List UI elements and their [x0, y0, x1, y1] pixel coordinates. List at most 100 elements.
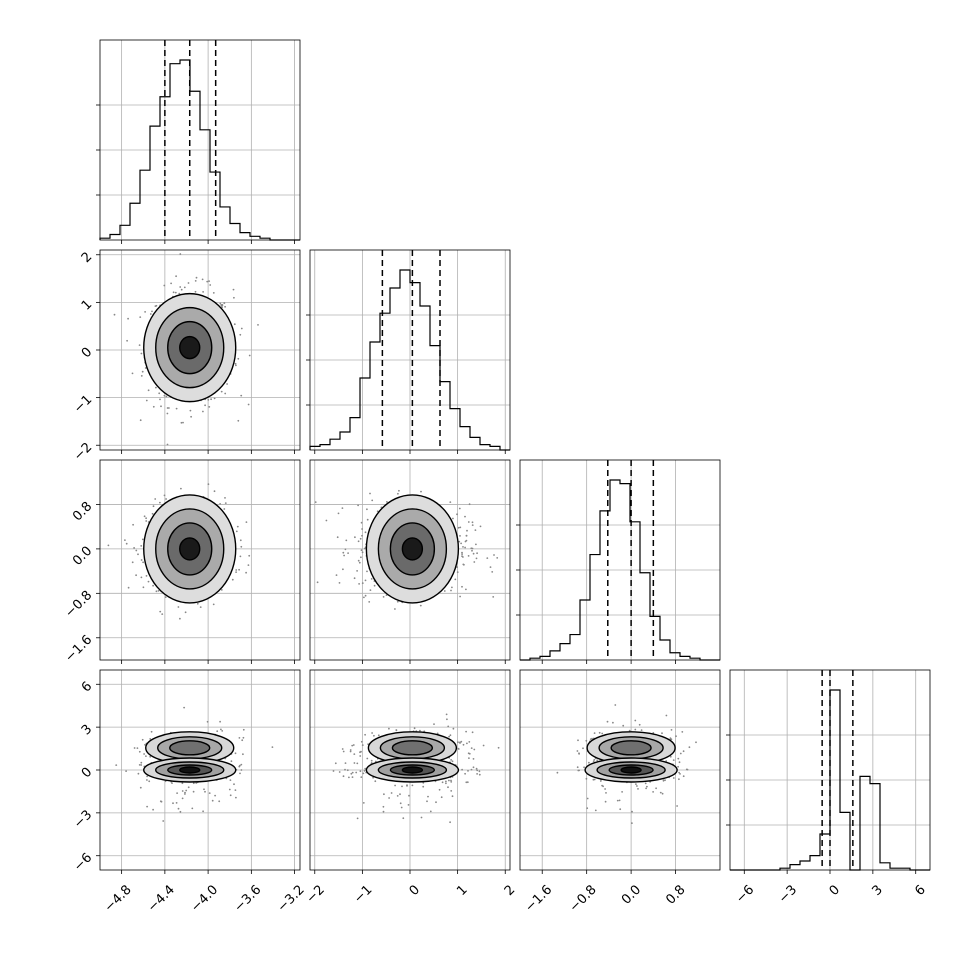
scatter-point [619, 808, 622, 811]
scatter-point [464, 540, 467, 543]
scatter-point [351, 776, 354, 778]
x-tick-label: −3.2 [275, 882, 308, 915]
scatter-point [247, 403, 250, 406]
x-axis-labels-3: −6 −3 0 3 6 [733, 882, 929, 906]
scatter-point [162, 820, 165, 822]
scatter-point [248, 354, 251, 357]
scatter-point [373, 734, 375, 737]
scatter-point [422, 785, 425, 788]
scatter-point [164, 596, 167, 598]
scatter-point [347, 552, 349, 554]
scatter-point [350, 772, 353, 775]
scatter-point [577, 769, 580, 772]
scatter-point [493, 554, 495, 556]
scatter-point [441, 781, 444, 784]
scatter-point [459, 535, 461, 537]
scatter-point [212, 603, 215, 606]
scatter-point [149, 313, 152, 315]
scatter-point [462, 743, 465, 746]
scatter-point [219, 720, 222, 723]
scatter-point [238, 764, 241, 767]
scatter-point [165, 498, 168, 500]
scatter-point [377, 734, 380, 737]
scatter-point [178, 292, 181, 295]
scatter-point [369, 492, 371, 495]
scatter-point [220, 589, 223, 591]
scatter-point [184, 793, 186, 795]
scatter-point [234, 752, 237, 755]
scatter-point [211, 799, 214, 802]
scatter-point [458, 507, 461, 510]
scatter-point [592, 760, 595, 763]
scatter-point [390, 792, 393, 794]
scatter-point [457, 526, 460, 529]
scatter-point [160, 405, 162, 408]
scatter-point [184, 611, 187, 614]
panel-3-2 [519, 669, 721, 874]
scatter-point [670, 729, 673, 731]
scatter-point [475, 557, 478, 560]
scatter-point [394, 784, 396, 787]
scatter-point [672, 759, 675, 761]
scatter-point [139, 786, 142, 789]
scatter-point [208, 280, 211, 282]
scatter-point [364, 531, 367, 534]
scatter-point [342, 775, 345, 778]
scatter-point [348, 776, 350, 779]
scatter-point [476, 773, 478, 775]
scatter-point [159, 398, 161, 401]
scatter-point [616, 799, 619, 802]
scatter-point [177, 606, 180, 608]
scatter-point [107, 544, 110, 547]
scatter-point [138, 750, 141, 753]
scatter-point [353, 577, 356, 580]
scatter-point [449, 734, 452, 737]
scatter-point [475, 767, 478, 770]
scatter-point [353, 753, 356, 755]
scatter-point [605, 792, 607, 794]
scatter-point [681, 731, 684, 733]
panel-3-1 [309, 669, 511, 874]
scatter-point [677, 757, 680, 760]
scatter-point [460, 542, 462, 545]
scatter-point [239, 333, 242, 336]
scatter-point [471, 524, 474, 526]
scatter-point [448, 779, 450, 782]
scatter-point [199, 606, 202, 608]
scatter-point [157, 590, 160, 592]
scatter-point [601, 732, 604, 735]
scatter-point [175, 275, 178, 278]
axes-frame [309, 669, 511, 871]
scatter-point [187, 282, 190, 284]
scatter-point [138, 344, 141, 346]
scatter-point [395, 729, 398, 731]
scatter-point [213, 490, 216, 493]
scatter-point [125, 770, 127, 772]
scatter-point [669, 755, 672, 758]
scatter-point [604, 800, 607, 803]
scatter-point [556, 771, 559, 774]
scatter-point [482, 744, 485, 747]
scatter-point [695, 741, 697, 744]
scatter-point [221, 306, 224, 309]
scatter-point [344, 768, 346, 771]
scatter-point [451, 760, 454, 763]
scatter-point [591, 737, 593, 740]
density-contour [620, 766, 642, 774]
scatter-point [152, 808, 155, 811]
scatter-point [218, 800, 221, 803]
x-tick-label: 0 [827, 882, 843, 898]
scatter-point [336, 536, 339, 539]
x-tick-label: 0.8 [663, 882, 688, 907]
x-tick-label: −4.8 [102, 882, 135, 915]
scatter-point [137, 772, 140, 775]
axes-frame [309, 459, 511, 661]
panel-1-1 [306, 249, 511, 454]
scatter-point [471, 547, 474, 550]
scatter-point [140, 576, 143, 579]
scatter-point [356, 762, 359, 765]
scatter-point [325, 519, 328, 522]
scatter-point [478, 770, 481, 773]
scatter-point [445, 780, 447, 783]
scatter-point [314, 501, 317, 503]
